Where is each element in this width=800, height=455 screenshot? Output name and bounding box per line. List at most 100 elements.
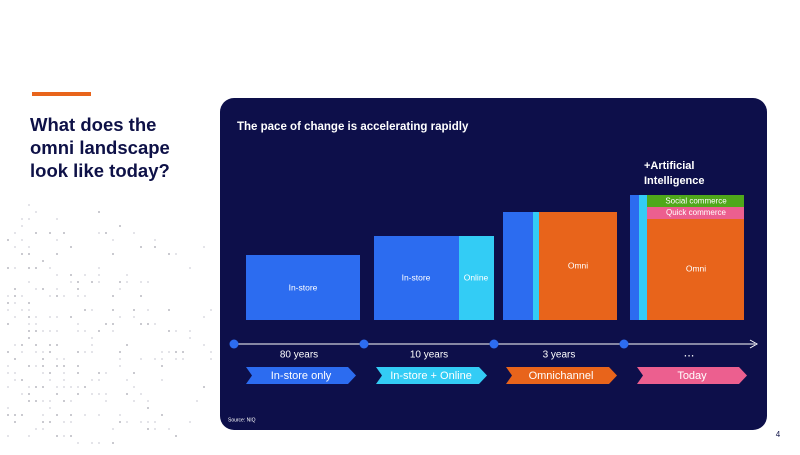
dot	[112, 323, 114, 325]
dot	[63, 400, 65, 402]
duration: 3 years	[543, 350, 576, 361]
dot	[196, 400, 198, 402]
dot	[175, 435, 177, 437]
dot	[77, 386, 79, 388]
dot	[140, 323, 142, 325]
dot	[77, 295, 79, 297]
dot	[49, 316, 51, 318]
dot	[77, 393, 79, 395]
dot	[49, 407, 51, 409]
dot	[28, 337, 30, 339]
dot	[112, 309, 114, 311]
dot	[14, 344, 16, 346]
dot	[203, 386, 205, 388]
accent-bar	[32, 92, 91, 96]
dot	[70, 246, 72, 248]
dot	[14, 246, 16, 248]
dot	[14, 267, 16, 269]
dot	[147, 421, 149, 423]
dot	[28, 246, 30, 248]
dot	[63, 379, 65, 381]
dot	[140, 295, 142, 297]
dot	[49, 344, 51, 346]
dot	[7, 239, 9, 241]
dot	[70, 421, 72, 423]
slide-title: look like today?	[30, 160, 170, 181]
dot	[203, 316, 205, 318]
dot	[77, 351, 79, 353]
timeline-dot	[619, 339, 629, 349]
dot	[14, 288, 16, 290]
dot	[70, 435, 72, 437]
dot	[91, 337, 93, 339]
dot	[98, 372, 100, 374]
dot	[168, 253, 170, 255]
block-instore	[246, 255, 360, 320]
slide-title: omni landscape	[30, 137, 170, 158]
block-instore	[374, 236, 459, 320]
dot	[56, 344, 58, 346]
dot	[42, 372, 44, 374]
dot	[119, 358, 121, 360]
dot	[98, 330, 100, 332]
dot	[28, 386, 30, 388]
dot	[21, 379, 23, 381]
dot	[77, 372, 79, 374]
dot	[49, 267, 51, 269]
dot	[189, 267, 191, 269]
duration: 10 years	[410, 350, 448, 361]
timeline-arrow	[749, 339, 759, 349]
dot	[7, 302, 9, 304]
dot	[56, 274, 58, 276]
dot	[154, 421, 156, 423]
dot	[98, 414, 100, 416]
dot	[56, 330, 58, 332]
dot	[154, 358, 156, 360]
dot	[147, 281, 149, 283]
dot	[42, 414, 44, 416]
dot	[28, 302, 30, 304]
dot	[91, 442, 93, 444]
dot	[7, 407, 9, 409]
dot	[14, 295, 16, 297]
dot	[7, 351, 9, 353]
dot	[91, 309, 93, 311]
dot	[7, 295, 9, 297]
dot	[77, 323, 79, 325]
dot	[28, 435, 30, 437]
dot	[42, 428, 44, 430]
dot	[133, 232, 135, 234]
block-label: Omni	[568, 260, 588, 270]
block-instore	[630, 195, 639, 320]
dot	[168, 351, 170, 353]
block-label: Quick commerce	[666, 208, 727, 217]
dot	[49, 400, 51, 402]
dot	[161, 358, 163, 360]
page-number: 4	[776, 430, 781, 439]
dot	[112, 442, 114, 444]
dot	[84, 309, 86, 311]
dot	[133, 372, 135, 374]
dot	[154, 246, 156, 248]
dot	[21, 393, 23, 395]
block-label: In-store	[402, 272, 431, 282]
dot	[56, 295, 58, 297]
dot	[35, 330, 37, 332]
dot	[42, 351, 44, 353]
dot	[28, 365, 30, 367]
dot	[147, 309, 149, 311]
block-quick	[647, 207, 744, 219]
dot	[14, 232, 16, 234]
dot	[35, 386, 37, 388]
dot	[126, 393, 128, 395]
dot	[154, 428, 156, 430]
dot	[35, 211, 37, 213]
dot	[77, 288, 79, 290]
dot	[112, 428, 114, 430]
dot	[7, 267, 9, 269]
dot	[7, 323, 9, 325]
dot	[42, 365, 44, 367]
dot	[28, 393, 30, 395]
dot	[161, 365, 163, 367]
